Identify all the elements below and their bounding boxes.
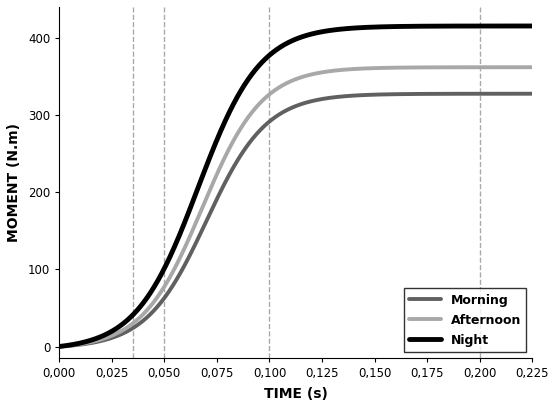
Morning <box>104 337 111 342</box>
Morning <box>529 91 535 96</box>
Afternoon <box>247 112 254 117</box>
X-axis label: TIME (s): TIME (s) <box>264 387 327 401</box>
Morning <box>433 91 440 96</box>
Afternoon <box>425 65 431 70</box>
Night <box>247 73 254 78</box>
Morning <box>56 344 62 349</box>
Night <box>264 54 271 59</box>
Night <box>433 24 440 29</box>
Night <box>104 331 111 336</box>
Night <box>425 24 431 29</box>
Night <box>56 344 62 349</box>
Afternoon <box>529 65 535 70</box>
Morning <box>264 121 271 126</box>
Afternoon <box>433 65 440 70</box>
Y-axis label: MOMENT (N.m): MOMENT (N.m) <box>7 123 21 242</box>
Afternoon <box>264 93 271 98</box>
Afternoon <box>56 344 62 349</box>
Morning <box>425 91 431 96</box>
Line: Afternoon: Afternoon <box>59 67 532 346</box>
Line: Morning: Morning <box>59 94 532 346</box>
Afternoon <box>104 335 111 340</box>
Afternoon <box>381 65 388 70</box>
Morning <box>247 139 254 144</box>
Night <box>529 24 535 29</box>
Line: Night: Night <box>59 26 532 346</box>
Night <box>381 24 388 29</box>
Legend: Morning, Afternoon, Night: Morning, Afternoon, Night <box>404 288 526 352</box>
Morning <box>381 92 388 97</box>
